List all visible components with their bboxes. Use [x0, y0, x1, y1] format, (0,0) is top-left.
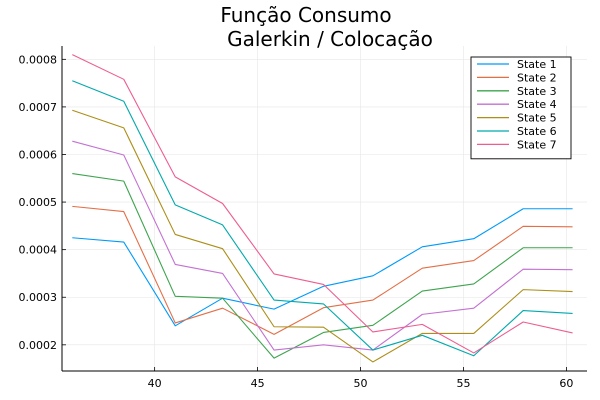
y-tick-label: 0.0003	[19, 291, 58, 304]
legend-label: State 7	[517, 138, 557, 151]
axes: 40 45 50 55 60 0.0002 0.0003 0.0004 0.0005 0.0006…	[19, 46, 587, 390]
y-tick-label: 0.0008	[19, 53, 58, 66]
y-tick-label: 0.0007	[19, 101, 58, 114]
series-line-state-1	[72, 208, 573, 327]
y-tick-label: 0.0005	[19, 196, 58, 209]
legend-label: State 5	[517, 112, 557, 125]
legend-box	[470, 56, 572, 160]
chart-title-line-1: Função Consumo	[220, 3, 391, 27]
series-line-state-4	[72, 140, 573, 351]
chart-title-line-2: Galerkin / Colocação	[227, 27, 433, 51]
y-tick-label: 0.0002	[19, 339, 58, 352]
series-line-state-6	[72, 80, 573, 357]
y-tick-label: 0.0004	[19, 244, 58, 257]
x-tick-label: 45	[251, 377, 265, 390]
legend-label: State 3	[517, 85, 557, 98]
legend-label: State 6	[517, 125, 557, 138]
y-tick-label: 0.0006	[19, 148, 58, 161]
x-tick-label: 40	[148, 377, 162, 390]
legend-label: State 2	[517, 71, 557, 84]
legend-label: State 4	[517, 98, 557, 111]
x-tick-label: 50	[354, 377, 368, 390]
series-lines	[72, 54, 573, 363]
legend-label: State 1	[517, 58, 557, 71]
x-tick-label: 55	[456, 377, 470, 390]
x-tick-label: 60	[559, 377, 573, 390]
series-line-state-2	[72, 205, 573, 335]
series-line-state-3	[72, 172, 573, 359]
series-line-state-7	[72, 54, 573, 354]
series-line-state-5	[72, 109, 573, 363]
